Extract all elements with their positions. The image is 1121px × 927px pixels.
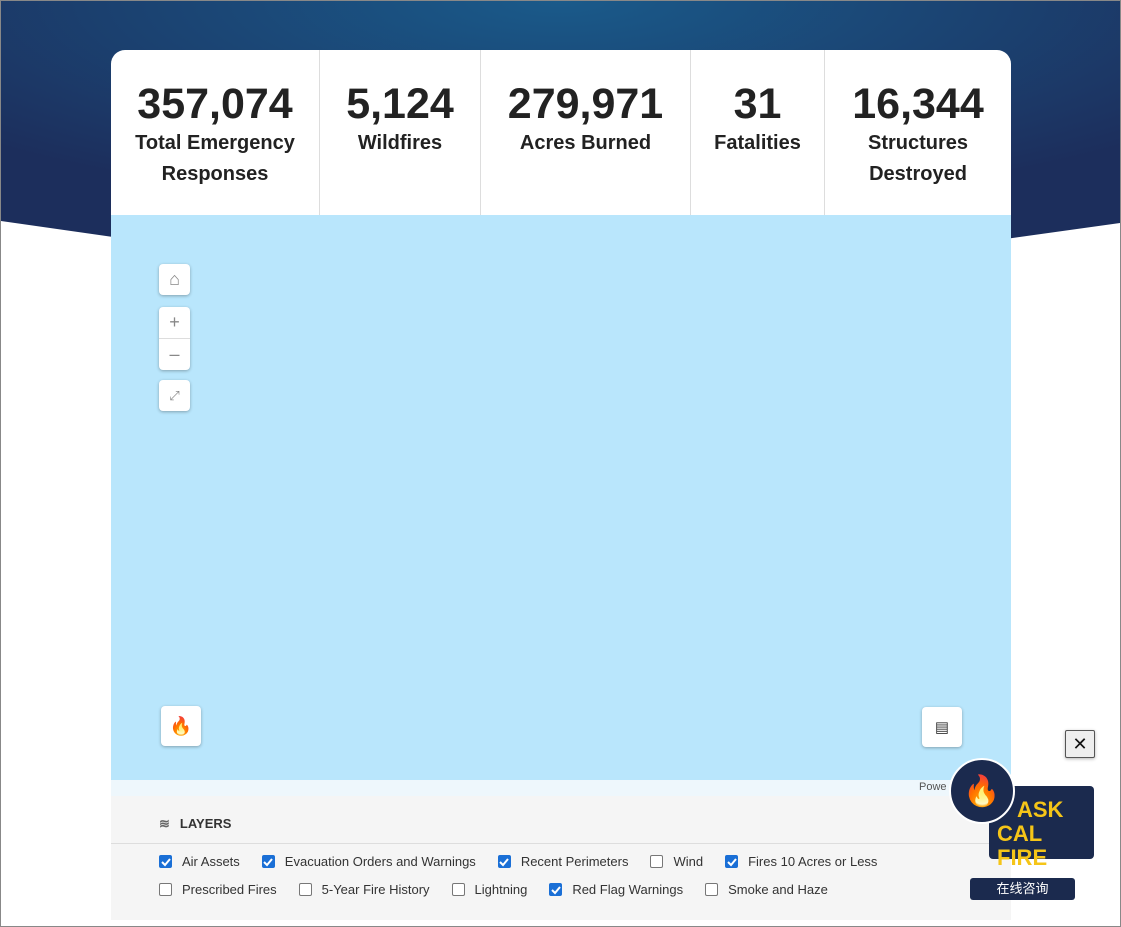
layer-label: Air Assets <box>182 854 240 869</box>
checkbox[interactable] <box>261 855 275 868</box>
layers-header[interactable]: ≋ LAYERS <box>159 816 232 831</box>
layer-row: Prescribed Fires 5-Year Fire History Light… <box>159 882 828 897</box>
zoom-controls: + – <box>159 307 190 370</box>
stat-label: Total Emergency Responses <box>135 132 295 185</box>
checkbox[interactable] <box>159 855 172 868</box>
map[interactable]: ⌂ + – ⤢ 🔥 ▤ <box>111 215 1011 780</box>
stat-label: Structures Destroyed <box>867 132 969 185</box>
stat-label: Acres Burned <box>519 132 652 154</box>
layer-label: Red Flag Warnings <box>572 882 684 897</box>
layer-option[interactable]: Fires 10 Acres or Less <box>725 854 877 869</box>
chat-line-2: CAL FIRE <box>997 821 1048 870</box>
checkbox[interactable] <box>497 855 511 868</box>
basemap-button[interactable]: ▤ <box>922 707 962 747</box>
attribution-bar: Powe <box>111 780 1011 796</box>
layer-label: Lightning <box>474 882 528 897</box>
layer-option[interactable]: Prescribed Fires <box>159 882 277 897</box>
layer-label: Evacuation Orders and Warnings <box>284 854 476 869</box>
checkbox[interactable] <box>451 883 465 896</box>
fullscreen-button[interactable]: ⤢ <box>159 380 190 411</box>
layer-option[interactable]: Lightning <box>451 882 528 897</box>
layers-panel: ≋ LAYERS Air Assets Evacuation Orders and … <box>111 796 1011 920</box>
layer-option[interactable]: Red Flag Warnings <box>549 882 683 897</box>
home-button[interactable]: ⌂ <box>159 264 190 295</box>
checkbox[interactable] <box>725 855 739 868</box>
fire-button[interactable]: 🔥 <box>161 706 201 746</box>
stat-value: 5,124 <box>346 80 454 128</box>
layer-label: Fires 10 Acres or Less <box>748 854 878 869</box>
stat: 5,124 Wildfires <box>320 50 481 215</box>
divider <box>111 843 1011 844</box>
stats-row: 357,074 Total Emergency Responses 5,124 Wil… <box>111 50 1011 215</box>
layer-label: 5-Year Fire History <box>321 882 430 897</box>
layer-option[interactable]: Evacuation Orders and Warnings <box>261 854 476 869</box>
layer-option[interactable]: 5-Year Fire History <box>298 882 430 897</box>
attribution: Powe <box>919 781 947 793</box>
layer-option[interactable]: Recent Perimeters <box>497 854 629 869</box>
layer-option[interactable]: Smoke and Haze <box>705 882 828 897</box>
chat-button[interactable]: 在线咨询 <box>970 878 1075 900</box>
stat-value: 16,344 <box>852 80 984 128</box>
layer-option[interactable]: Air Assets <box>159 854 240 869</box>
layers-title: LAYERS <box>179 816 232 831</box>
chat-icon[interactable]: 🔥 <box>949 758 1015 824</box>
stat: 279,971 Acres Burned <box>481 50 691 215</box>
stat: 357,074 Total Emergency Responses <box>111 50 320 215</box>
stat: 31 Fatalities <box>691 50 825 215</box>
close-button[interactable]: ✕ <box>1065 730 1095 758</box>
checkbox[interactable] <box>650 855 664 868</box>
checkbox[interactable] <box>549 883 563 896</box>
stat-label: Wildfires <box>357 132 443 154</box>
layer-label: Recent Perimeters <box>520 854 629 869</box>
zoom-in[interactable]: + <box>159 307 190 339</box>
chat-line-1: ASK <box>1017 797 1064 822</box>
stat: 16,344 Structures Destroyed <box>825 50 1011 215</box>
layer-option[interactable]: Wind <box>650 854 703 869</box>
stat-value: 31 <box>733 80 782 128</box>
dashboard-card: 357,074 Total Emergency Responses 5,124 Wil… <box>111 50 1011 920</box>
checkbox[interactable] <box>705 883 719 896</box>
stat-label: Fatalities <box>714 132 801 154</box>
layer-label: Wind <box>673 854 704 869</box>
zoom-out[interactable]: – <box>169 344 180 364</box>
checkbox[interactable] <box>298 883 312 896</box>
layer-label: Prescribed Fires <box>182 882 277 897</box>
layer-row: Air Assets Evacuation Orders and Warnings… <box>159 854 877 869</box>
stat-value: 279,971 <box>507 80 664 128</box>
layer-label: Smoke and Haze <box>728 882 828 897</box>
stat-value: 357,074 <box>137 80 293 128</box>
checkbox[interactable] <box>159 883 172 896</box>
